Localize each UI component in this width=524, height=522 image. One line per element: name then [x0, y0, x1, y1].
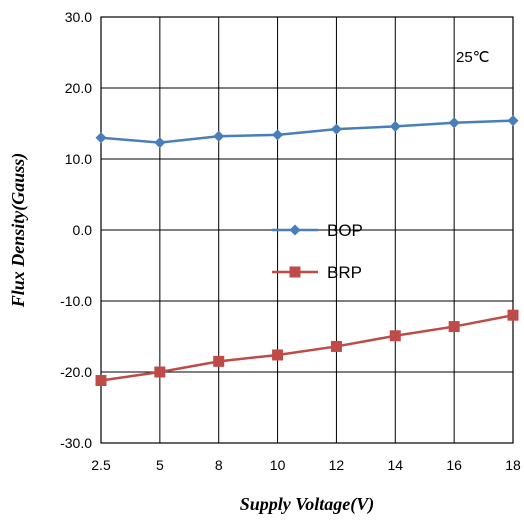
x-tick-label: 16	[446, 457, 462, 473]
y-tick-label: -10.0	[60, 293, 92, 309]
x-tick-labels: 2.5 5 8 10 12 14 16 18	[91, 457, 521, 473]
legend-marker-brp	[289, 266, 301, 278]
gridlines	[100, 16, 514, 444]
x-tick-label: 14	[387, 457, 403, 473]
y-tick-label: -20.0	[60, 364, 92, 380]
data-point-brp	[272, 349, 284, 361]
x-tick-label: 5	[156, 457, 164, 473]
data-point-brp	[95, 375, 107, 387]
y-axis-title: Flux Density(Gauss)	[8, 153, 29, 309]
data-point-bop	[154, 137, 166, 149]
data-point-brp	[213, 355, 225, 367]
data-point-brp	[154, 366, 166, 378]
x-tick-label: 2.5	[91, 457, 111, 473]
data-point-brp	[330, 340, 342, 352]
data-point-bop	[272, 129, 284, 141]
series-line-brp	[100, 313, 514, 382]
x-tick-label: 12	[329, 457, 345, 473]
data-point-bop	[330, 123, 342, 135]
x-tick-label: 10	[270, 457, 286, 473]
series-brp	[95, 309, 519, 387]
series-bop	[95, 115, 519, 149]
data-point-bop	[95, 132, 107, 144]
x-axis-title: Supply Voltage(V)	[240, 494, 375, 515]
x-tick-label: 8	[215, 457, 223, 473]
data-point-brp	[448, 321, 460, 333]
data-point-bop	[389, 120, 401, 132]
data-point-bop	[507, 115, 519, 127]
legend-label-bop: BOP	[327, 221, 363, 240]
legend: BOP BRP	[272, 221, 363, 282]
y-tick-label: 10.0	[65, 151, 92, 167]
legend-marker-bop	[289, 224, 301, 236]
x-tick-label: 18	[505, 457, 521, 473]
legend-label-brp: BRP	[327, 263, 362, 282]
data-point-bop	[213, 130, 225, 142]
plot-area-frame	[100, 16, 514, 444]
series-layer	[95, 115, 519, 387]
y-tick-label: 20.0	[65, 80, 92, 96]
series-line-bop	[100, 119, 514, 144]
data-point-bop	[448, 117, 460, 129]
temperature-annotation: 25℃	[456, 49, 490, 66]
y-tick-labels: 30.0 20.0 10.0 0.0 -10.0 -20.0 -30.0	[60, 9, 92, 451]
y-tick-label: 0.0	[73, 222, 93, 238]
y-tick-label: -30.0	[60, 435, 92, 451]
data-point-brp	[507, 309, 519, 321]
y-tick-label: 30.0	[65, 9, 92, 25]
data-point-brp	[389, 330, 401, 342]
